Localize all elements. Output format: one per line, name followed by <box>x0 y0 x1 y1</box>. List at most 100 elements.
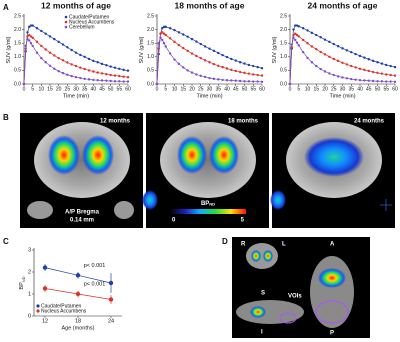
x-tick-label: 30 <box>73 86 79 92</box>
data-point <box>118 74 121 78</box>
data-point <box>96 61 99 64</box>
y-tick-label: 2.0 <box>147 27 154 33</box>
data-point <box>66 46 69 49</box>
bregma-label: 0.14 mm <box>70 218 94 224</box>
data-point <box>350 50 353 54</box>
data-point <box>79 76 82 80</box>
x-tick-label: 35 <box>82 86 88 92</box>
annotation: p< 0.001 <box>84 263 106 269</box>
x-tick-label: 40 <box>357 86 363 92</box>
data-point <box>164 33 167 37</box>
y-tick-label: 0.0 <box>147 81 154 87</box>
legend-marker <box>36 309 40 313</box>
data-point <box>96 71 99 74</box>
data-point <box>212 49 216 53</box>
data-point <box>301 27 305 30</box>
data-point <box>367 58 370 61</box>
data-point <box>87 78 91 81</box>
data-point <box>208 61 211 64</box>
data-point <box>323 53 327 56</box>
data-point <box>332 57 335 61</box>
data-point <box>230 57 233 61</box>
orientation-label: A <box>330 242 335 248</box>
data-point <box>190 52 194 55</box>
data-point <box>385 73 388 76</box>
data-point <box>92 59 95 63</box>
x-tick-label: 20 <box>322 86 328 92</box>
x-tick-label: 0 <box>156 86 159 92</box>
x-tick-label: 10 <box>305 86 311 92</box>
x-tick-label: 55 <box>250 86 256 92</box>
data-point <box>75 273 81 278</box>
data-point <box>70 63 73 66</box>
data-point <box>389 64 392 68</box>
data-point <box>70 74 73 78</box>
data-point <box>380 62 384 65</box>
data-point <box>26 35 29 38</box>
data-point <box>40 56 43 60</box>
chart-title: 12 months of age <box>41 0 111 10</box>
data-point <box>57 56 60 60</box>
data-point <box>182 46 185 50</box>
x-tick-label: 35 <box>348 86 354 92</box>
data-point <box>341 61 344 64</box>
data-point <box>380 72 384 75</box>
data-point <box>328 72 331 75</box>
data-point <box>294 24 297 27</box>
x-tick-label: 50 <box>108 86 114 92</box>
data-point <box>199 56 202 60</box>
data-point <box>162 42 166 45</box>
data-point <box>256 80 259 83</box>
data-point <box>328 40 331 44</box>
x-tick-label: 60 <box>125 86 131 92</box>
panel-letter: D <box>222 237 228 246</box>
x-axis-label: Time (min) <box>196 93 222 99</box>
data-point <box>105 73 108 76</box>
data-point <box>190 37 194 41</box>
data-point <box>83 55 86 58</box>
data-point <box>341 76 344 79</box>
data-point <box>247 63 251 67</box>
data-point <box>28 33 31 37</box>
panel-letter: A <box>3 3 9 12</box>
y-tick-label: 0.0 <box>14 81 21 87</box>
data-point <box>92 78 95 82</box>
legend-marker <box>64 20 68 24</box>
data-point <box>389 80 392 83</box>
data-point <box>105 64 108 67</box>
data-point <box>208 76 211 80</box>
orientation-label: S <box>261 291 265 297</box>
data-point <box>292 33 295 37</box>
data-point <box>260 80 264 84</box>
data-point <box>230 68 233 72</box>
data-point <box>162 32 166 35</box>
data-point <box>358 54 362 58</box>
data-point <box>159 32 162 35</box>
data-point <box>122 68 125 72</box>
x-tick-label: 50 <box>375 86 381 92</box>
data-point <box>53 54 56 57</box>
data-point <box>371 70 375 74</box>
data-point <box>212 62 216 66</box>
data-point <box>177 62 181 66</box>
data-point <box>173 40 176 44</box>
data-point <box>164 25 167 29</box>
x-tick-label: 60 <box>259 86 265 92</box>
data-point <box>83 77 86 81</box>
data-point <box>350 77 353 81</box>
data-point <box>234 79 237 82</box>
data-point <box>234 69 237 73</box>
y-tick-label: 2.5 <box>14 13 21 19</box>
data-point <box>100 79 104 82</box>
data-point <box>354 78 357 81</box>
y-axis-label: SUV (g/ml) <box>139 36 145 63</box>
y-tick-label: 2.5 <box>280 13 287 19</box>
y-axis-label-text: SUV (g/ml) <box>272 36 278 63</box>
voi-label: VOIs <box>288 294 302 300</box>
y-tick-label: 0.5 <box>14 68 21 74</box>
y-tick-label: 1.5 <box>147 41 154 47</box>
image-label: 24 months <box>354 119 385 125</box>
data-point <box>35 40 39 44</box>
data-point <box>354 66 357 69</box>
data-point <box>74 51 78 54</box>
